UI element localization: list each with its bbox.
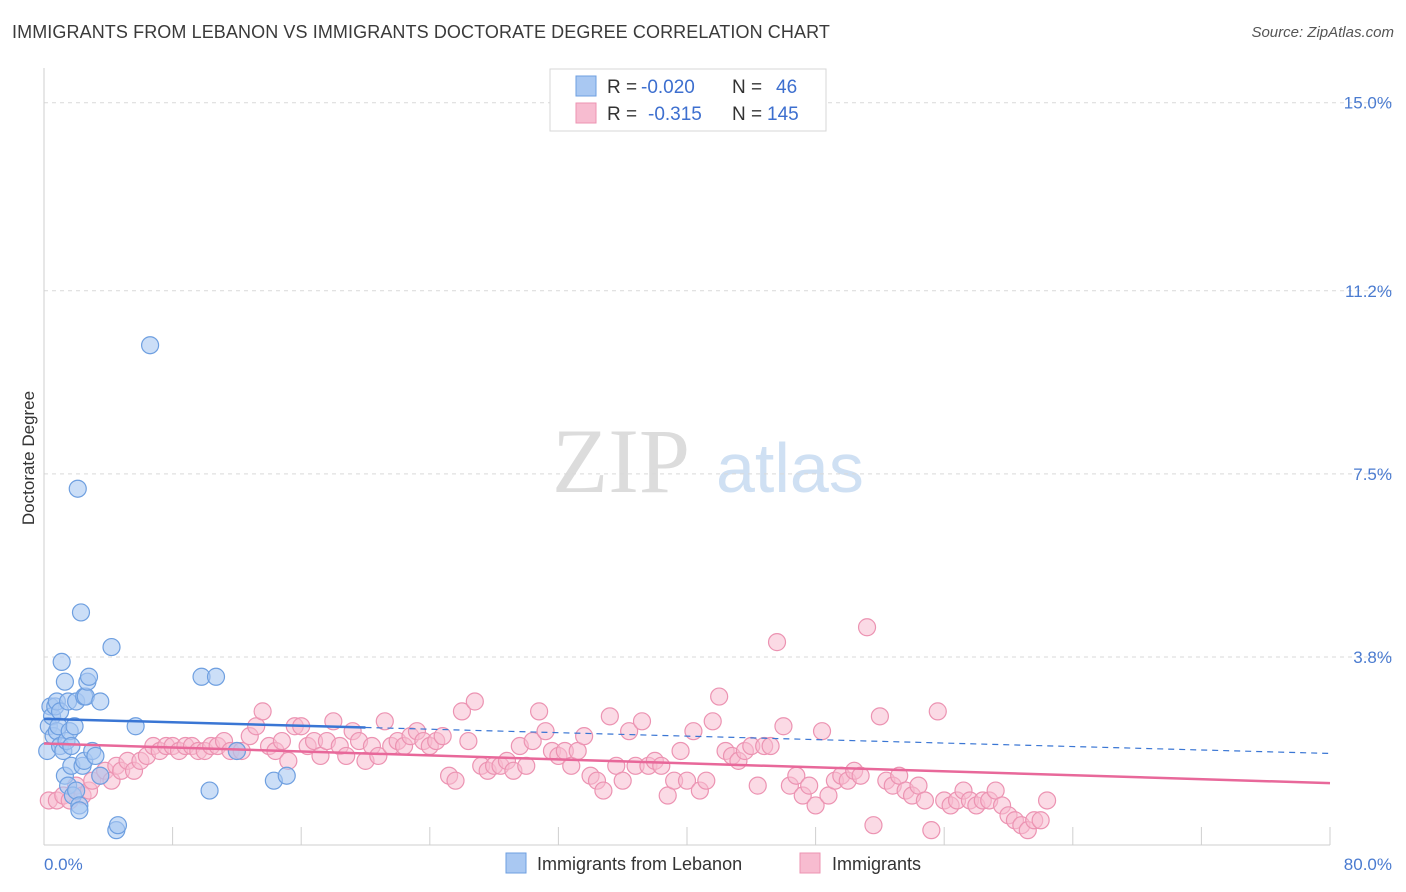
data-point-lebanon — [86, 746, 105, 766]
series-immigrants-from-lebanon — [38, 336, 296, 840]
data-point-immigrants — [523, 731, 542, 751]
data-point-immigrants — [452, 702, 472, 721]
data-point-immigrants — [922, 821, 941, 840]
data-point-lebanon — [140, 336, 160, 355]
legend-r-value: -0.315 — [648, 104, 702, 125]
x-tick-labels: 0.0% 80.0% — [44, 855, 1392, 874]
data-point-immigrants — [632, 712, 652, 731]
data-point-lebanon — [67, 781, 86, 800]
data-point-immigrants — [594, 781, 613, 800]
data-point-immigrants — [761, 736, 780, 756]
y-tick-label: 3.8% — [1353, 648, 1392, 667]
data-point-immigrants — [613, 771, 632, 790]
data-point-immigrants — [767, 633, 787, 652]
data-point-immigrants — [465, 692, 484, 711]
data-point-immigrants — [851, 766, 870, 785]
data-point-immigrants — [652, 756, 671, 775]
data-point-immigrants — [857, 618, 877, 637]
data-point-lebanon — [91, 692, 110, 711]
legend-n-value: 145 — [767, 104, 799, 125]
legend-swatch-immigrants — [799, 852, 821, 874]
data-point-lebanon — [206, 667, 226, 686]
trend-line-immigrants — [43, 742, 1331, 785]
data-point-immigrants — [703, 712, 722, 731]
data-point-immigrants — [433, 727, 452, 746]
data-point-immigrants — [536, 722, 555, 741]
watermark-atlas: atlas — [716, 429, 864, 507]
trend-line-lebanon-solid — [43, 717, 366, 729]
legend-top: R = -0.020 N = 46 R = -0.315 N = 145 — [549, 68, 827, 132]
data-point-immigrants — [446, 771, 465, 790]
legend-r-label: R = — [607, 104, 637, 125]
legend-r-value: -0.020 — [641, 77, 695, 98]
data-point-lebanon — [91, 766, 110, 785]
legend-n-value: 46 — [776, 77, 797, 98]
data-point-immigrants — [864, 816, 883, 835]
data-point-lebanon — [71, 603, 91, 622]
data-point-immigrants — [677, 771, 697, 790]
watermark-zip: ZIP — [552, 410, 690, 512]
data-point-lebanon — [227, 741, 246, 761]
data-point-immigrants — [337, 746, 356, 766]
y-tick-label: 15.0% — [1344, 94, 1392, 113]
data-point-lebanon — [277, 766, 296, 785]
data-point-immigrants — [774, 717, 793, 736]
data-point-lebanon — [68, 479, 87, 498]
data-point-immigrants — [812, 722, 832, 741]
y-tick-labels: 3.8% 7.5% 11.2% 15.0% — [1344, 94, 1392, 667]
data-point-immigrants — [459, 731, 478, 751]
source-credit: Source: ZipAtlas.com — [1251, 24, 1394, 41]
data-point-immigrants — [870, 707, 890, 726]
series-immigrants — [39, 618, 1057, 840]
data-point-immigrants — [800, 776, 819, 795]
data-point-immigrants — [684, 722, 703, 741]
legend-label-immigrants: Immigrants — [832, 854, 921, 874]
legend-swatch-lebanon — [575, 75, 597, 97]
data-point-lebanon — [108, 816, 128, 835]
chart-title: IMMIGRANTS FROM LEBANON VS IMMIGRANTS DO… — [12, 22, 830, 42]
data-point-immigrants — [600, 707, 619, 726]
data-point-lebanon — [102, 637, 121, 657]
y-tick-label: 7.5% — [1353, 465, 1392, 484]
data-point-immigrants — [1031, 811, 1050, 830]
legend-n-label: N = — [732, 104, 762, 125]
data-point-immigrants — [915, 791, 935, 810]
data-point-lebanon — [200, 781, 219, 800]
data-point-immigrants — [575, 727, 594, 746]
data-point-immigrants — [369, 746, 388, 766]
data-point-immigrants — [697, 771, 716, 790]
data-point-lebanon — [55, 672, 74, 691]
data-point-immigrants — [253, 702, 272, 721]
grid-lines — [44, 102, 1392, 658]
data-point-immigrants — [710, 687, 729, 706]
x-tick-label-max: 80.0% — [1344, 855, 1392, 874]
data-point-lebanon — [70, 801, 89, 820]
legend-swatch-immigrants — [575, 102, 597, 124]
legend-n-label: N = — [732, 77, 762, 98]
legend-bottom: Immigrants from Lebanon Immigrants — [505, 852, 921, 874]
data-point-immigrants — [517, 756, 536, 775]
data-point-immigrants — [806, 796, 825, 815]
data-point-immigrants — [928, 702, 947, 721]
data-point-lebanon — [79, 667, 99, 686]
legend-label-lebanon: Immigrants from Lebanon — [537, 854, 742, 874]
data-point-immigrants — [375, 712, 394, 731]
data-point-lebanon — [62, 736, 81, 756]
data-point-immigrants — [272, 731, 292, 751]
data-point-lebanon — [52, 652, 71, 672]
x-tick-label-min: 0.0% — [44, 855, 83, 874]
data-point-immigrants — [530, 702, 549, 721]
legend-swatch-lebanon — [505, 852, 527, 874]
trend-line-lebanon-dashed — [365, 726, 1331, 755]
data-point-immigrants — [1037, 791, 1057, 810]
data-point-immigrants — [748, 776, 767, 795]
data-point-immigrants — [620, 722, 639, 741]
y-tick-label: 11.2% — [1345, 282, 1392, 301]
y-axis-label: Doctorate Degree — [19, 391, 38, 525]
data-point-immigrants — [671, 741, 690, 761]
legend-r-label: R = — [607, 77, 637, 98]
data-point-lebanon — [65, 717, 84, 736]
trend-lines — [43, 717, 1331, 785]
